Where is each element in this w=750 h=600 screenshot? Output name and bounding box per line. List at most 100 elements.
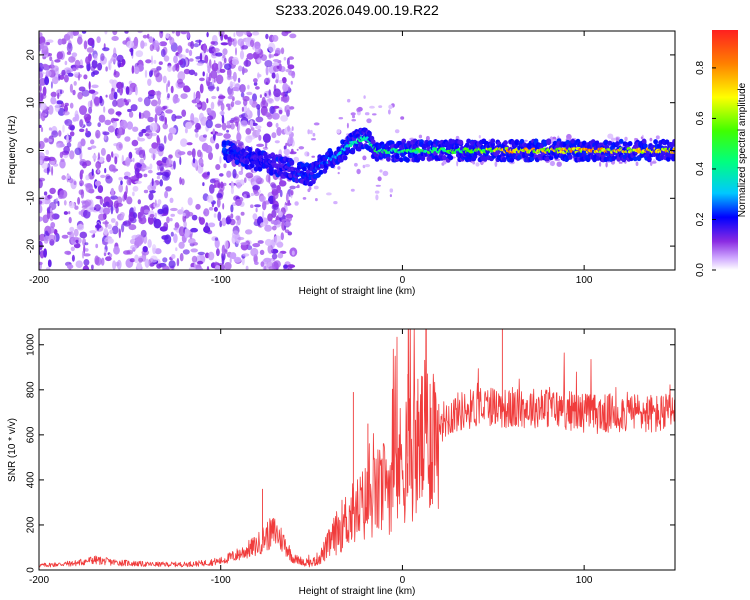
noise-blob <box>48 259 51 267</box>
noise-blob <box>134 254 139 264</box>
noise-blob <box>188 69 196 76</box>
noise-blob <box>167 132 173 142</box>
noise-blob <box>133 66 140 75</box>
noise-blob <box>306 152 310 157</box>
noise-blob <box>156 175 161 180</box>
noise-blob <box>138 257 144 263</box>
noise-blob <box>226 74 231 81</box>
noise-blob <box>138 131 144 137</box>
noise-blob <box>238 114 244 119</box>
noise-blob <box>287 264 296 269</box>
noise-blob <box>143 173 148 178</box>
colorbar-label: Normalized spectral amplitude <box>737 82 748 217</box>
noise-blob <box>280 96 284 102</box>
noise-blob <box>143 209 151 214</box>
snr-y-tick-label: 400 <box>26 471 37 488</box>
noise-blob <box>233 116 240 124</box>
noise-blob <box>369 105 375 109</box>
noise-blob <box>221 122 227 131</box>
noise-blob <box>338 117 344 120</box>
noise-blob <box>222 48 228 56</box>
noise-blob <box>356 168 361 175</box>
noise-blob <box>108 253 113 258</box>
noise-blob <box>104 168 107 174</box>
noise-blob <box>267 244 274 254</box>
noise-blob <box>46 194 53 199</box>
noise-blob <box>256 143 265 147</box>
noise-blob <box>59 159 66 169</box>
noise-blob <box>249 98 253 106</box>
snr-x-axis: -200 -100 0 100 <box>29 329 593 586</box>
noise-blob <box>160 48 166 58</box>
ridge-halo <box>269 170 274 176</box>
noise-blob <box>207 65 211 74</box>
noise-blob <box>42 63 48 68</box>
noise-blob <box>153 42 162 46</box>
noise-blob <box>78 86 86 92</box>
noise-blob <box>49 160 56 166</box>
noise-blob <box>150 255 158 263</box>
noise-blob <box>253 78 258 83</box>
noise-blob <box>237 38 245 47</box>
noise-blob <box>171 254 176 259</box>
noise-blob <box>249 120 254 129</box>
noise-blob <box>167 81 170 88</box>
noise-blob <box>104 119 112 126</box>
noise-blob <box>51 130 59 138</box>
noise-blob <box>189 233 193 239</box>
noise-blob <box>216 198 221 208</box>
noise-blob <box>75 260 83 269</box>
noise-blob <box>130 244 138 251</box>
noise-blob <box>39 124 42 128</box>
noise-blob <box>220 42 229 46</box>
noise-blob <box>264 139 268 149</box>
noise-blob <box>77 197 81 205</box>
noise-blob <box>177 53 183 58</box>
colorbar-tick-label: 0.0 <box>695 263 706 277</box>
colorbar-ticks: 0.0 0.2 0.4 0.6 0.8 <box>695 61 716 277</box>
noise-blob <box>243 194 247 199</box>
noise-blob <box>212 128 215 135</box>
noise-blob <box>174 149 182 159</box>
ridge-halo <box>552 140 558 146</box>
noise-blob <box>242 95 250 102</box>
noise-blob <box>123 98 127 103</box>
noise-blob <box>49 187 56 195</box>
noise-blob <box>315 198 318 202</box>
noise-blob <box>58 73 61 81</box>
noise-blob <box>159 163 164 172</box>
ridge-halo <box>318 169 324 175</box>
noise-blob <box>599 162 602 167</box>
noise-blob <box>77 36 83 45</box>
noise-blob <box>379 169 383 173</box>
noise-blob <box>104 219 108 228</box>
noise-blob <box>180 31 188 35</box>
noise-blob <box>207 115 214 121</box>
noise-blob <box>271 112 280 120</box>
noise-blob <box>105 94 108 98</box>
noise-blob <box>217 99 221 107</box>
noise-blob <box>85 183 93 193</box>
noise-blob <box>262 265 268 270</box>
noise-blob <box>264 238 273 247</box>
noise-blob <box>208 206 214 211</box>
noise-blob <box>211 78 215 85</box>
ridge-halo <box>289 160 295 166</box>
noise-blob <box>271 253 278 260</box>
noise-blob <box>85 128 88 134</box>
noise-blob <box>211 95 217 100</box>
noise-blob <box>302 197 307 200</box>
noise-blob <box>245 172 254 179</box>
noise-blob <box>375 194 379 201</box>
noise-blob <box>250 247 259 257</box>
noise-blob <box>366 118 372 124</box>
ridge-cell <box>348 143 353 148</box>
noise-blob <box>174 115 183 119</box>
noise-blob <box>252 93 257 102</box>
spectrogram-y-tick-label: 10 <box>26 97 37 109</box>
noise-blob <box>336 129 341 134</box>
noise-blob <box>175 31 181 37</box>
ridge-cell <box>672 147 675 151</box>
noise-blob <box>50 81 53 89</box>
noise-blob <box>215 74 224 85</box>
